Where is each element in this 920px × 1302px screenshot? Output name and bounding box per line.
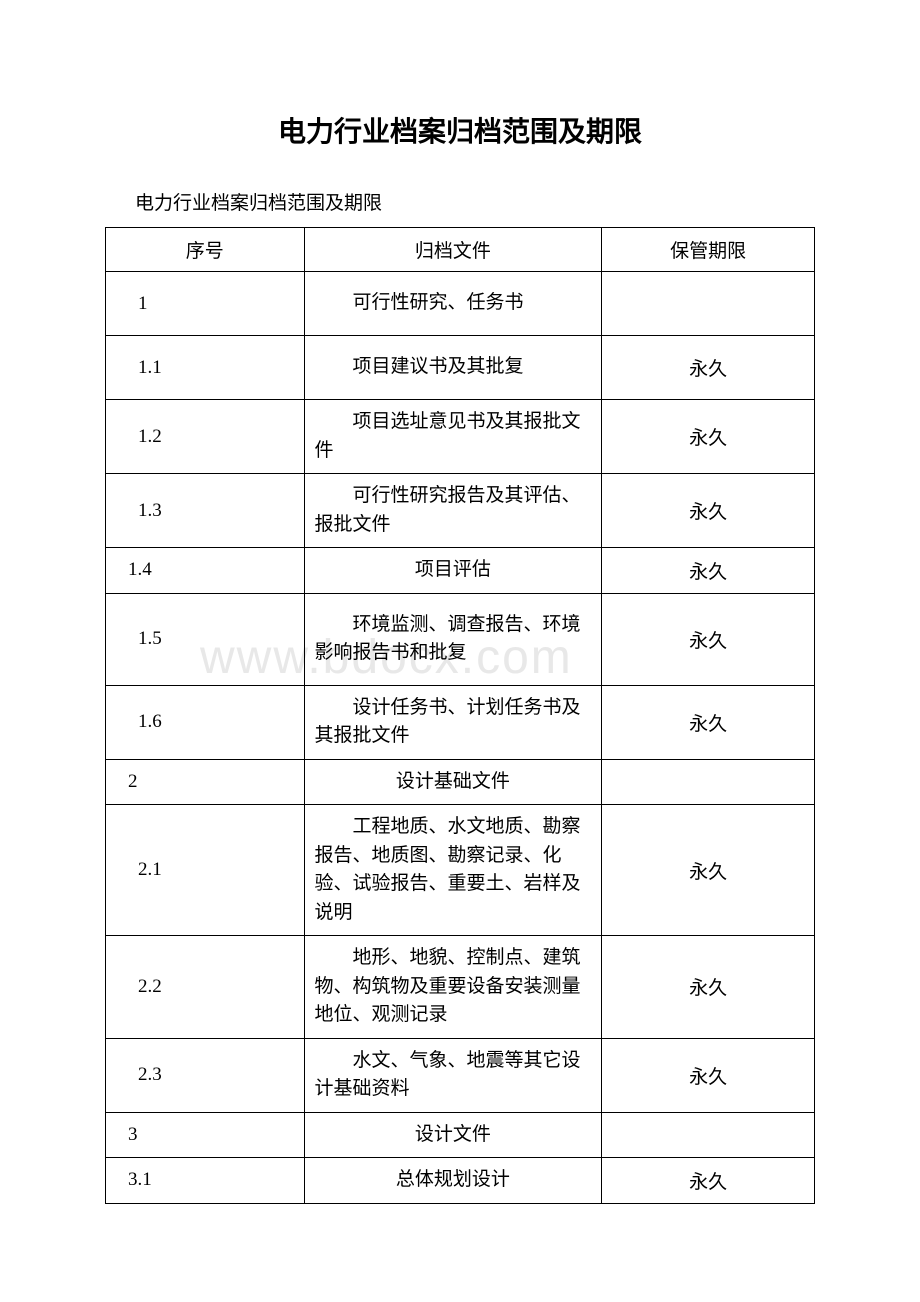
cell-num: 1.5	[106, 593, 305, 685]
cell-file: 设计基础文件	[304, 759, 602, 805]
subtitle: 电力行业档案归档范围及期限	[135, 188, 815, 215]
table-header-row: 序号 归档文件 保管期限	[106, 228, 815, 272]
archive-table: 序号 归档文件 保管期限 1可行性研究、任务书1.1项目建议书及其批复永久1.2…	[105, 227, 815, 1204]
cell-period: 永久	[602, 936, 815, 1039]
cell-period: 永久	[602, 685, 815, 759]
table-row: 2.3水文、气象、地震等其它设计基础资料永久	[106, 1038, 815, 1112]
cell-period: 永久	[602, 400, 815, 474]
table-row: 2.2地形、地貌、控制点、建筑物、构筑物及重要设备安装测量地位、观测记录永久	[106, 936, 815, 1039]
cell-num: 3.1	[106, 1158, 305, 1204]
cell-file: 工程地质、水文地质、勘察报告、地质图、勘察记录、化验、试验报告、重要土、岩样及说…	[304, 805, 602, 936]
cell-file: 项目选址意见书及其报批文件	[304, 400, 602, 474]
cell-file: 设计文件	[304, 1112, 602, 1158]
cell-period: 永久	[602, 1038, 815, 1112]
cell-period: 永久	[602, 593, 815, 685]
table-row: 1可行性研究、任务书	[106, 272, 815, 336]
table-row: 1.1项目建议书及其批复永久	[106, 336, 815, 400]
cell-file: 环境监测、调查报告、环境影响报告书和批复	[304, 593, 602, 685]
cell-period: 永久	[602, 548, 815, 594]
header-file: 归档文件	[304, 228, 602, 272]
cell-file: 总体规划设计	[304, 1158, 602, 1204]
cell-period	[602, 1112, 815, 1158]
header-period: 保管期限	[602, 228, 815, 272]
cell-num: 1	[106, 272, 305, 336]
cell-period	[602, 272, 815, 336]
cell-num: 2.2	[106, 936, 305, 1039]
page-title: 电力行业档案归档范围及期限	[105, 110, 815, 150]
cell-num: 3	[106, 1112, 305, 1158]
cell-num: 2.1	[106, 805, 305, 936]
cell-file: 项目建议书及其批复	[304, 336, 602, 400]
cell-period: 永久	[602, 805, 815, 936]
table-row: 1.4项目评估永久	[106, 548, 815, 594]
table-row: 2.1工程地质、水文地质、勘察报告、地质图、勘察记录、化验、试验报告、重要土、岩…	[106, 805, 815, 936]
cell-file: 项目评估	[304, 548, 602, 594]
cell-num: 2	[106, 759, 305, 805]
cell-num: 1.4	[106, 548, 305, 594]
cell-file: 可行性研究、任务书	[304, 272, 602, 336]
cell-num: 2.3	[106, 1038, 305, 1112]
cell-num: 1.1	[106, 336, 305, 400]
cell-file: 设计任务书、计划任务书及其报批文件	[304, 685, 602, 759]
table-row: 1.3可行性研究报告及其评估、报批文件永久	[106, 474, 815, 548]
cell-num: 1.2	[106, 400, 305, 474]
cell-file: 水文、气象、地震等其它设计基础资料	[304, 1038, 602, 1112]
table-row: 3.1总体规划设计永久	[106, 1158, 815, 1204]
cell-file: 地形、地貌、控制点、建筑物、构筑物及重要设备安装测量地位、观测记录	[304, 936, 602, 1039]
table-row: 3设计文件	[106, 1112, 815, 1158]
cell-period: 永久	[602, 336, 815, 400]
header-num: 序号	[106, 228, 305, 272]
cell-period	[602, 759, 815, 805]
table-row: 2设计基础文件	[106, 759, 815, 805]
table-row: 1.2项目选址意见书及其报批文件永久	[106, 400, 815, 474]
table-row: 1.5环境监测、调查报告、环境影响报告书和批复永久	[106, 593, 815, 685]
table-row: 1.6设计任务书、计划任务书及其报批文件永久	[106, 685, 815, 759]
cell-period: 永久	[602, 474, 815, 548]
cell-period: 永久	[602, 1158, 815, 1204]
cell-num: 1.6	[106, 685, 305, 759]
cell-file: 可行性研究报告及其评估、报批文件	[304, 474, 602, 548]
cell-num: 1.3	[106, 474, 305, 548]
